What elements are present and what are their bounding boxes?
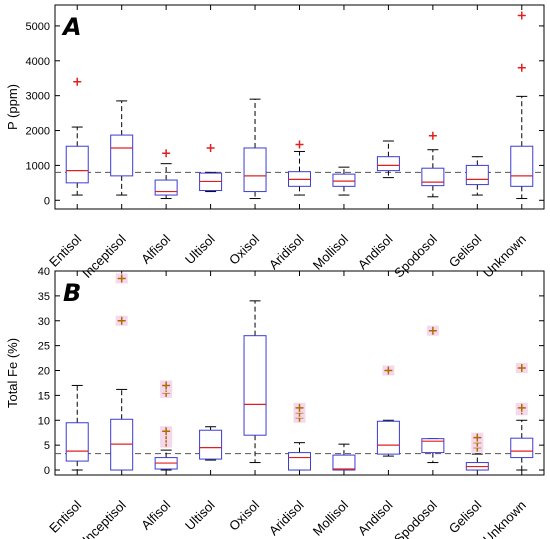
outlier-marker bbox=[517, 364, 526, 373]
box-alfisol: Alfisol bbox=[138, 271, 178, 533]
iqr-box bbox=[154, 179, 178, 196]
iqr-box bbox=[65, 145, 89, 184]
box-gelisol: Gelisol bbox=[446, 5, 489, 270]
y-tick-label: 25 bbox=[38, 341, 50, 353]
outlier-marker bbox=[517, 63, 526, 72]
iqr-box bbox=[288, 452, 311, 471]
outlier-marker bbox=[162, 381, 171, 390]
box-spodosol: Spodosol bbox=[391, 5, 445, 280]
y-tick-label: 3000 bbox=[26, 91, 50, 103]
outlier-marker bbox=[473, 433, 482, 442]
box-alfisol: Alfisol bbox=[138, 5, 178, 267]
iqr-box bbox=[510, 437, 534, 459]
x-tick-label: Entisol bbox=[46, 231, 84, 269]
iqr-box bbox=[199, 429, 223, 460]
box-inceptisol: Inceptisol bbox=[79, 271, 134, 539]
outlier-marker bbox=[517, 11, 526, 20]
x-tick-label: Aridisol bbox=[266, 231, 307, 272]
outlier-marker bbox=[384, 366, 393, 375]
x-tick-label: Andisol bbox=[355, 231, 396, 272]
outlier-marker bbox=[428, 131, 437, 140]
outlier-marker bbox=[428, 326, 437, 335]
outlier-marker bbox=[162, 427, 171, 436]
outlier-marker bbox=[117, 274, 126, 283]
y-tick-label: 0 bbox=[44, 195, 50, 207]
y-tick-label: 5000 bbox=[26, 21, 50, 33]
outlier-marker bbox=[117, 316, 126, 325]
y-tick-label: 0 bbox=[44, 465, 50, 477]
x-tick-label: Oxisol bbox=[226, 231, 262, 267]
y-tick-label: 4000 bbox=[26, 56, 50, 68]
box-oxisol: Oxisol bbox=[226, 271, 267, 534]
x-tick-label: Ultisol bbox=[182, 231, 218, 267]
iqr-box bbox=[421, 167, 445, 187]
x-tick-label: Andisol bbox=[355, 497, 396, 538]
box-aridisol: Aridisol bbox=[266, 271, 311, 538]
outlier-marker bbox=[517, 403, 526, 412]
x-tick-label: Gelisol bbox=[446, 497, 485, 536]
x-tick-label: Oxisol bbox=[226, 497, 262, 533]
x-tick-label: Mollisol bbox=[310, 231, 351, 272]
box-inceptisol: Inceptisol bbox=[79, 5, 134, 281]
x-tick-label: Gelisol bbox=[446, 231, 485, 270]
iqr-box bbox=[110, 134, 134, 177]
box-ultisol: Ultisol bbox=[182, 271, 223, 533]
box-mollisol: Mollisol bbox=[310, 5, 356, 273]
box-unknown: Unknown bbox=[480, 5, 534, 280]
box-spodosol: Spodosol bbox=[391, 271, 445, 539]
y-tick-label: 2000 bbox=[26, 126, 50, 138]
iqr-box bbox=[65, 422, 89, 462]
box-aridisol: Aridisol bbox=[266, 5, 311, 272]
iqr-box bbox=[332, 454, 356, 471]
y-tick-label: 1000 bbox=[26, 160, 50, 172]
x-tick-label: Entisol bbox=[46, 497, 84, 535]
panel-a-chart: 0 1000 2000 3000 4000 5000 P (ppm) A EntisolInce… bbox=[5, 4, 545, 281]
iqr-box bbox=[243, 335, 267, 436]
outlier-marker bbox=[206, 143, 215, 152]
x-tick-label: Ultisol bbox=[182, 497, 218, 533]
box-gelisol: Gelisol bbox=[446, 271, 489, 536]
y-tick-label: 10 bbox=[38, 415, 50, 427]
x-tick-label: Mollisol bbox=[310, 497, 351, 538]
iqr-box bbox=[465, 164, 489, 186]
x-tick-label: Spodosol bbox=[391, 497, 440, 539]
outlier-marker bbox=[295, 403, 304, 412]
y-tick-label: 5 bbox=[44, 440, 50, 452]
x-tick-label: Aridisol bbox=[266, 497, 307, 538]
y-tick-label: 30 bbox=[38, 316, 50, 328]
outlier-marker bbox=[73, 77, 82, 86]
y-tick-label: 35 bbox=[38, 291, 50, 303]
y-axis-label: Total Fe (%) bbox=[5, 338, 20, 408]
panel-letter: A bbox=[61, 13, 82, 41]
iqr-box bbox=[332, 173, 356, 187]
box-andisol: Andisol bbox=[355, 271, 400, 538]
outlier-marker bbox=[295, 140, 304, 149]
box-entisol: Entisol bbox=[46, 271, 89, 536]
x-tick-label: Inceptisol bbox=[79, 497, 129, 539]
iqr-box bbox=[510, 145, 534, 187]
y-tick-label: 40 bbox=[38, 266, 50, 278]
iqr-box bbox=[376, 420, 400, 455]
y-tick-label: 20 bbox=[38, 366, 50, 378]
x-tick-label: Unknown bbox=[480, 498, 529, 539]
box-andisol: Andisol bbox=[355, 5, 400, 272]
outlier-marker bbox=[162, 149, 171, 158]
box-mollisol: Mollisol bbox=[310, 271, 356, 539]
iqr-box bbox=[243, 147, 267, 193]
panel-b-chart: 0 5 10 15 20 25 30 35 40 Total Fe (%) B EntisolInce… bbox=[5, 266, 545, 539]
box-unknown: Unknown bbox=[480, 271, 534, 539]
box-oxisol: Oxisol bbox=[226, 5, 267, 268]
x-tick-label: Alfisol bbox=[138, 231, 173, 266]
iqr-box bbox=[421, 438, 445, 454]
y-axis-label: P (ppm) bbox=[5, 84, 20, 130]
iqr-box bbox=[376, 156, 400, 172]
y-tick-label: 15 bbox=[38, 390, 50, 402]
panel-letter: B bbox=[63, 279, 81, 307]
box-entisol: Entisol bbox=[46, 5, 89, 270]
box-ultisol: Ultisol bbox=[182, 5, 223, 267]
x-tick-label: Alfisol bbox=[138, 497, 173, 532]
